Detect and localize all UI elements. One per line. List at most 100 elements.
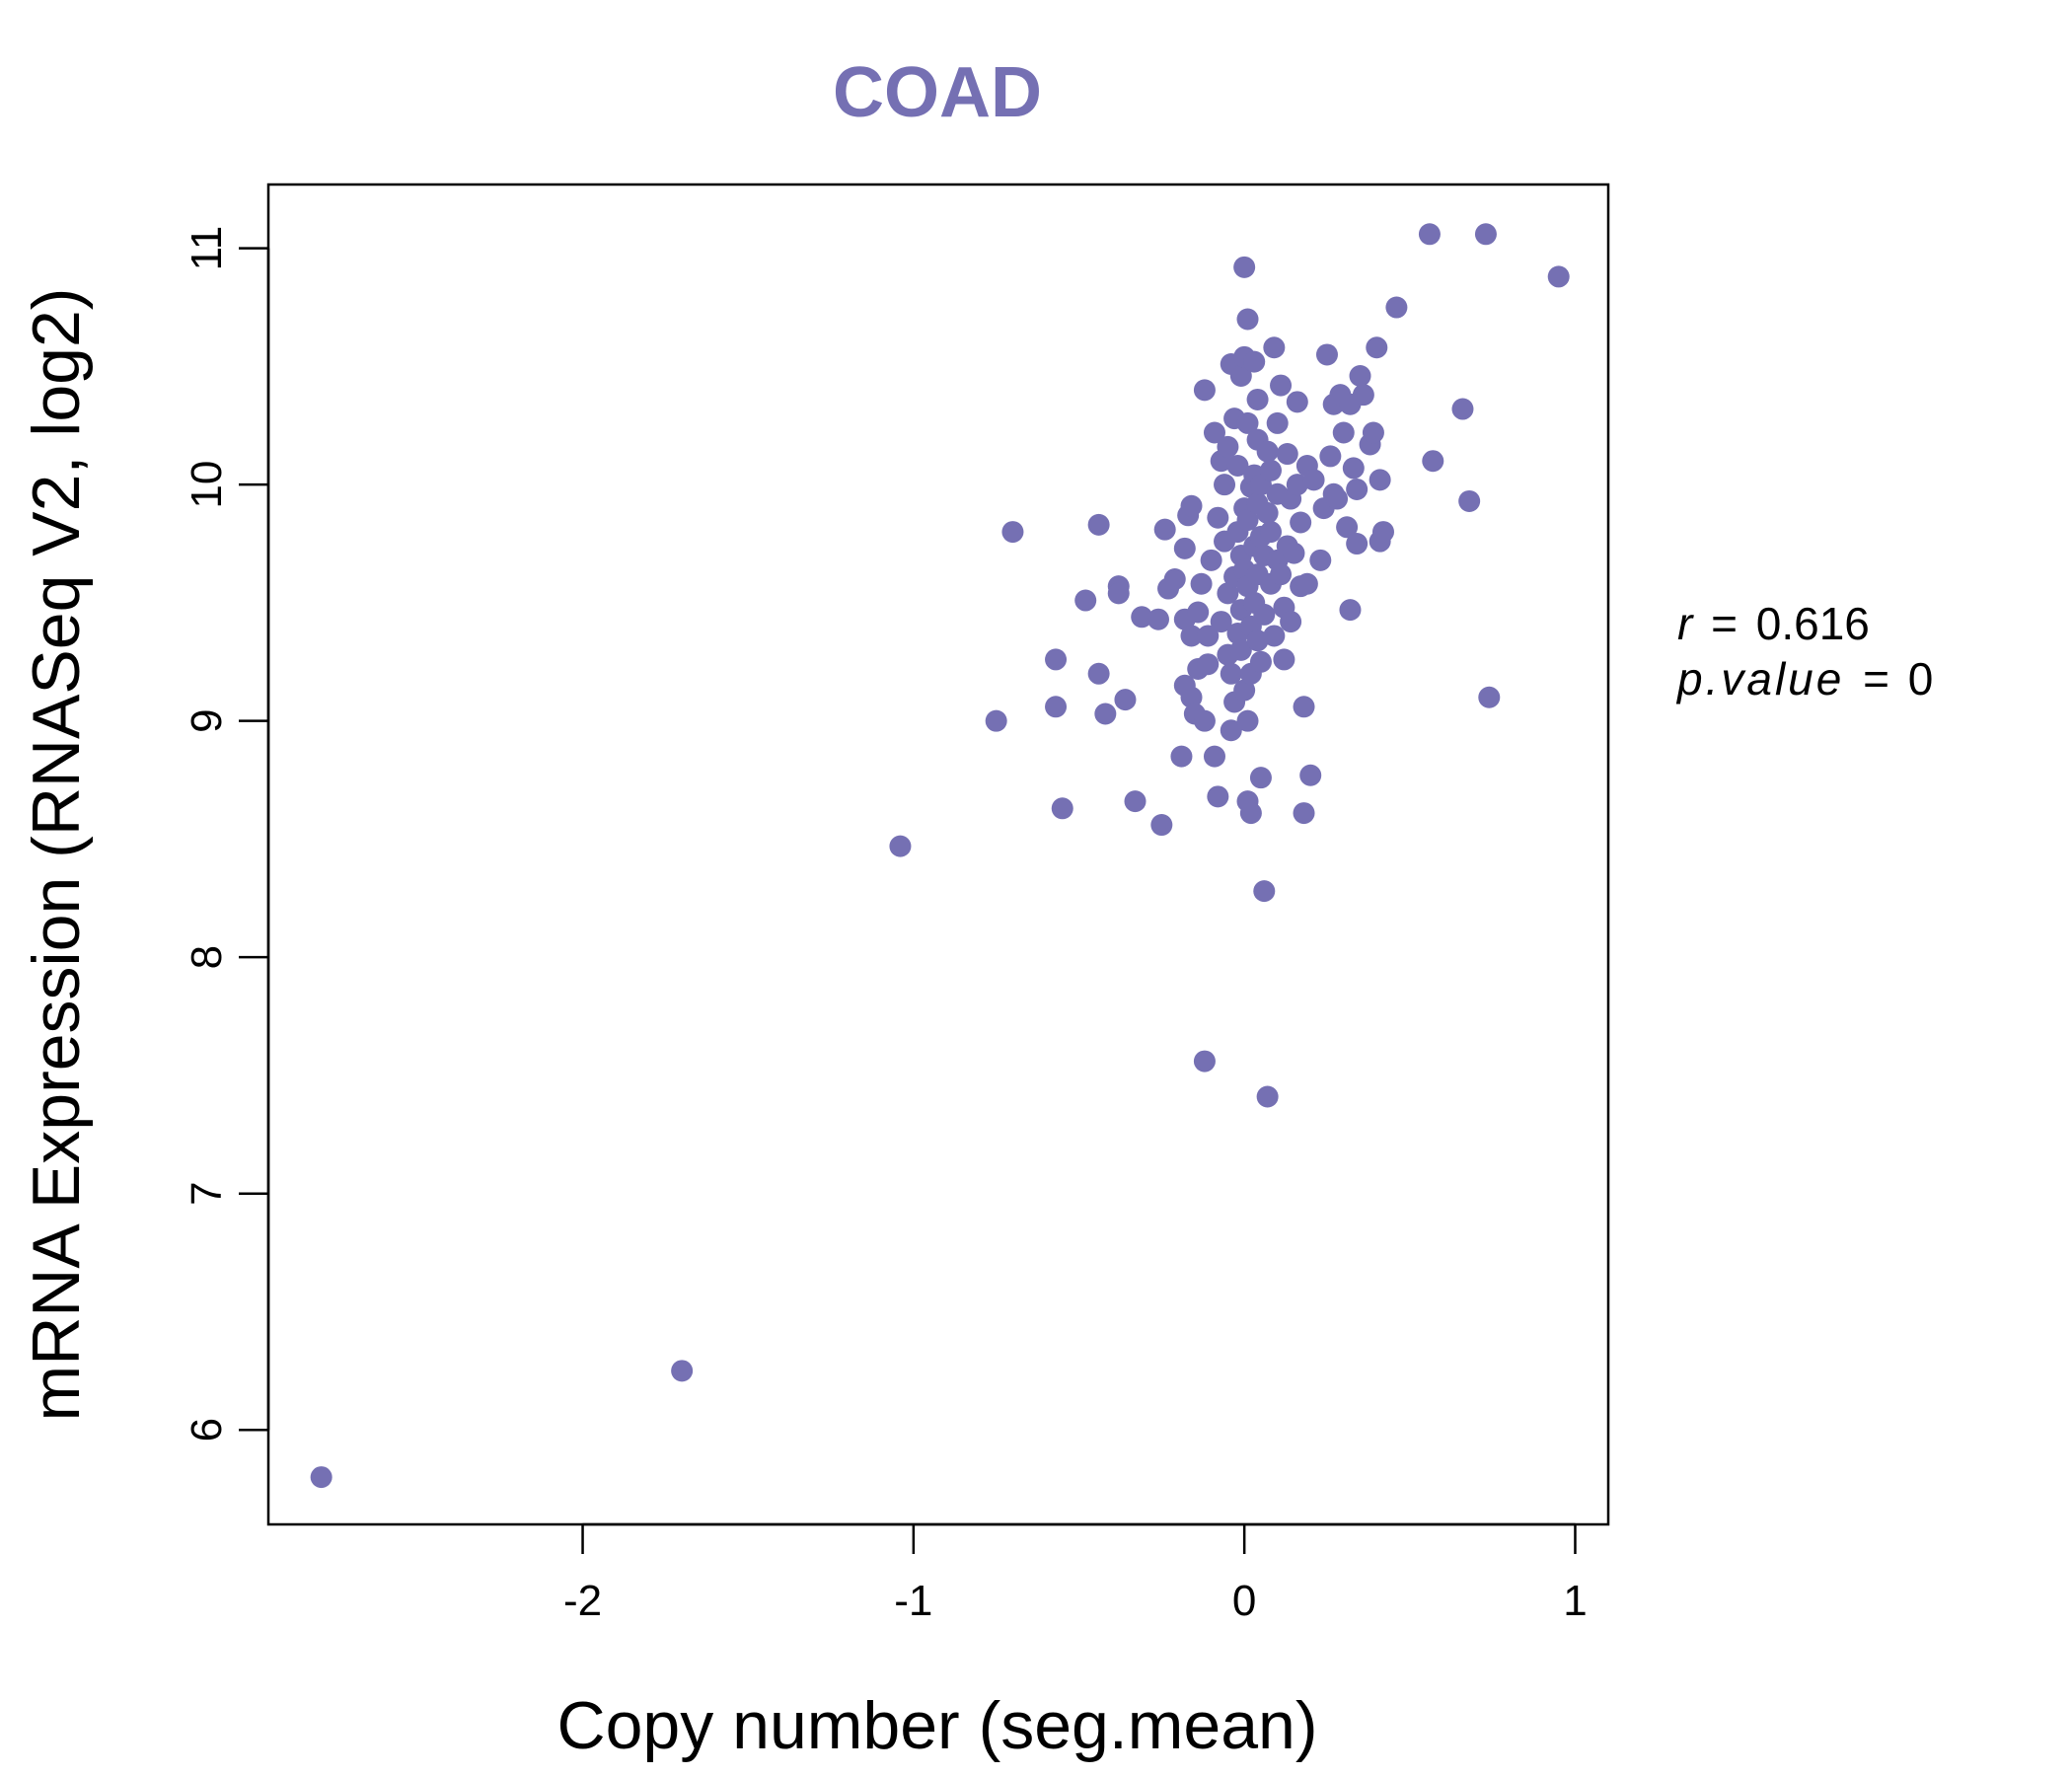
data-point [1229, 365, 1252, 387]
data-point [1207, 506, 1229, 529]
data-point [1283, 542, 1305, 564]
data-point [1385, 296, 1408, 319]
stat-r-equals: = [1711, 598, 1738, 649]
data-point [1263, 625, 1286, 647]
data-point [985, 709, 1007, 732]
data-point [671, 1360, 694, 1382]
data-point [1302, 469, 1325, 491]
data-point [1246, 388, 1269, 410]
data-point [1170, 745, 1193, 768]
stat-r-label: r [1677, 598, 1694, 649]
stat-p-equals: = [1863, 653, 1889, 704]
x-axis-label: Copy number (seg.mean) [556, 1688, 1317, 1763]
data-point [1369, 469, 1391, 491]
data-point [1249, 650, 1272, 673]
data-point [1286, 391, 1308, 413]
data-point [1451, 398, 1474, 420]
data-point [1180, 686, 1203, 708]
data-point [1153, 518, 1176, 541]
stat-r-value: 0.616 [1756, 598, 1870, 649]
data-point [1256, 440, 1279, 463]
data-point [1362, 421, 1384, 444]
data-point [1422, 450, 1444, 473]
data-point [1200, 549, 1222, 571]
data-point [1270, 563, 1293, 586]
data-point [1478, 686, 1501, 708]
data-point [1236, 709, 1259, 732]
data-point [1147, 608, 1169, 630]
stat-p-value: 0 [1908, 653, 1934, 704]
data-point [1290, 511, 1312, 534]
data-point [1180, 625, 1203, 647]
x-tick-label: 1 [1563, 1577, 1587, 1625]
data-point [1547, 265, 1570, 288]
data-point [1243, 350, 1266, 373]
data-point [1256, 1085, 1279, 1108]
data-point [1259, 521, 1282, 544]
x-tick-label: -2 [563, 1577, 602, 1625]
data-point [1293, 802, 1315, 825]
data-point [1107, 582, 1130, 605]
data-point [1253, 603, 1276, 626]
data-point [1114, 689, 1137, 711]
data-point [1256, 501, 1279, 524]
x-tick-label: 0 [1232, 1577, 1256, 1625]
data-point [1217, 582, 1239, 605]
data-point [889, 835, 912, 857]
data-point [1474, 223, 1497, 246]
data-point [1051, 797, 1073, 820]
data-point [1001, 521, 1024, 544]
data-point [1336, 516, 1359, 539]
data-point [1332, 421, 1355, 444]
data-point [1295, 572, 1318, 595]
data-point [1349, 365, 1371, 387]
data-point [1197, 653, 1220, 676]
data-point [1203, 421, 1225, 444]
data-point [1286, 474, 1308, 496]
data-point [1236, 308, 1259, 331]
data-point [1220, 719, 1242, 742]
data-point [1045, 648, 1068, 671]
data-point [1214, 474, 1236, 496]
data-point [1193, 1050, 1216, 1073]
data-point [1315, 343, 1338, 366]
data-point [1342, 457, 1365, 480]
data-point [1187, 601, 1210, 624]
data-point [1236, 411, 1259, 434]
data-point [1131, 606, 1153, 629]
stat-r-annotation: r = 0.616 [1677, 598, 1870, 649]
data-point [1366, 336, 1388, 359]
data-point [1087, 662, 1110, 685]
data-point [1045, 696, 1068, 718]
data-point [1193, 709, 1216, 732]
data-point [1236, 509, 1259, 532]
data-point [1074, 589, 1097, 612]
data-point [1124, 790, 1147, 813]
y-axis: 6 7 8 9 10 11 [183, 226, 270, 1442]
data-point [1163, 567, 1186, 590]
data-point [1263, 336, 1286, 359]
data-point [1220, 662, 1242, 685]
data-point [1346, 478, 1369, 500]
plot-frame [266, 183, 1610, 1526]
data-point [1299, 764, 1322, 786]
data-point [1226, 455, 1249, 478]
data-point [1180, 494, 1203, 517]
data-point [1270, 374, 1293, 397]
x-axis: -2 -1 0 1 [563, 1522, 1588, 1625]
y-axis-label: mRNA Expression (RNASeq V2, log2) [19, 288, 94, 1422]
data-point [1418, 223, 1441, 246]
data-point [1309, 549, 1332, 571]
data-point [1233, 679, 1256, 702]
data-point [1326, 487, 1349, 510]
data-point [1280, 611, 1302, 633]
y-tick-label: 8 [183, 945, 231, 969]
data-point [1458, 489, 1481, 512]
data-point [1273, 648, 1295, 671]
data-point [1197, 625, 1220, 647]
data-point [1217, 435, 1239, 458]
y-tick-label: 10 [183, 461, 231, 509]
data-point [1150, 814, 1173, 837]
data-point [1246, 629, 1269, 652]
data-point [1173, 537, 1196, 559]
